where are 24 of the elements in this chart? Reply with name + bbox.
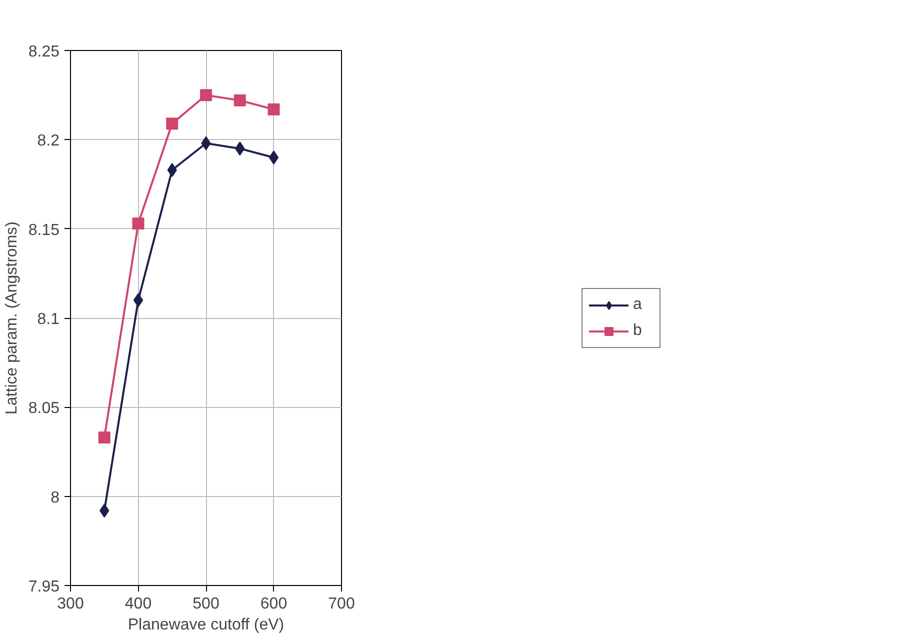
x-tick-label: 500 xyxy=(192,596,220,612)
x-tick-label: 700 xyxy=(328,596,355,612)
point xyxy=(166,118,178,130)
x-tick-label: 400 xyxy=(124,596,152,612)
y-tick-label: 8.05 xyxy=(28,400,60,418)
x-tick-label: 600 xyxy=(260,596,288,612)
x-tick-label: 300 xyxy=(57,596,84,612)
x-axis-title: Planewave cutoff (eV) xyxy=(128,616,284,634)
y-tick-label: 7.95 xyxy=(28,578,60,596)
point xyxy=(268,103,280,116)
legend-label: a xyxy=(633,296,643,314)
y-tick-label: 8 xyxy=(50,489,60,506)
y-tick-label: 8.15 xyxy=(28,222,60,239)
point xyxy=(132,217,144,230)
y-tick-label: 8.25 xyxy=(28,44,60,60)
point xyxy=(200,89,212,102)
legend-label: b xyxy=(633,322,643,340)
point xyxy=(268,150,279,164)
y-tick-label: 8.1 xyxy=(37,311,60,328)
y-tick-label: 8.2 xyxy=(37,132,60,150)
point xyxy=(133,293,144,308)
point xyxy=(234,94,246,106)
point xyxy=(98,431,110,444)
y-axis-title: Lattice param. (Angstroms) xyxy=(3,222,20,414)
